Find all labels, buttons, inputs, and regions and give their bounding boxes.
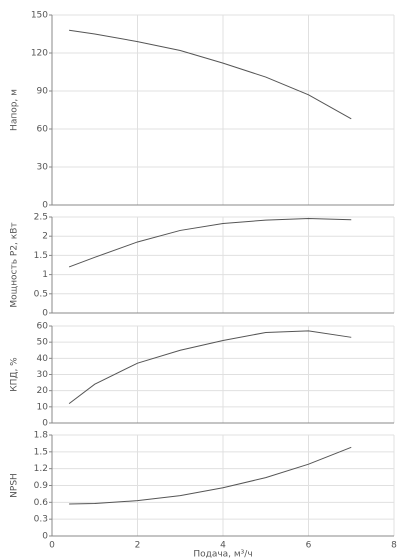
y-tick-label: 0.3 [34, 515, 48, 525]
y-tick-label: 50 [37, 338, 49, 348]
x-tick-label: 6 [306, 541, 312, 551]
y-tick-label: 0 [42, 419, 48, 429]
y-tick-label: 1.8 [34, 431, 49, 441]
y-tick-label: 90 [37, 87, 49, 97]
y-axis-label: КПД, % [10, 357, 20, 392]
y-tick-label: 150 [31, 11, 48, 21]
y-tick-label: 1.5 [34, 251, 48, 261]
y-tick-label: 120 [31, 49, 48, 59]
x-tick-label: 2 [135, 541, 141, 551]
y-tick-label: 10 [37, 402, 49, 412]
y-tick-label: 0.9 [34, 481, 49, 491]
curve [68, 330, 352, 404]
y-tick-label: 30 [37, 370, 49, 380]
y-axis-label: Напор, м [10, 89, 20, 131]
x-tick-label: 0 [49, 541, 55, 551]
y-tick-label: 40 [37, 354, 49, 364]
x-tick-label: 4 [220, 541, 226, 551]
curve [68, 218, 352, 268]
y-tick-label: 1 [42, 270, 48, 280]
y-tick-label: 1.2 [34, 464, 48, 474]
y-tick-label: 60 [37, 125, 49, 135]
y-tick-label: 60 [37, 322, 49, 332]
y-tick-label: 20 [37, 386, 49, 396]
y-axis-label: Мощность P2, кВт [10, 222, 20, 307]
y-tick-label: 0 [42, 309, 48, 319]
x-tick-label: 8 [391, 541, 397, 551]
y-tick-label: 2.5 [34, 213, 48, 223]
y-axis-label: NPSH [10, 473, 20, 498]
curve [69, 29, 352, 120]
y-tick-label: 0.6 [34, 498, 49, 508]
curve [69, 446, 352, 505]
y-tick-label: 1.5 [34, 447, 48, 457]
y-tick-label: 0 [42, 201, 48, 211]
y-tick-label: 0.5 [34, 289, 48, 299]
y-tick-label: 0 [42, 532, 48, 542]
y-tick-label: 30 [37, 163, 49, 173]
x-axis-label: Подача, м³/ч [193, 550, 252, 559]
y-tick-label: 2 [42, 232, 48, 242]
